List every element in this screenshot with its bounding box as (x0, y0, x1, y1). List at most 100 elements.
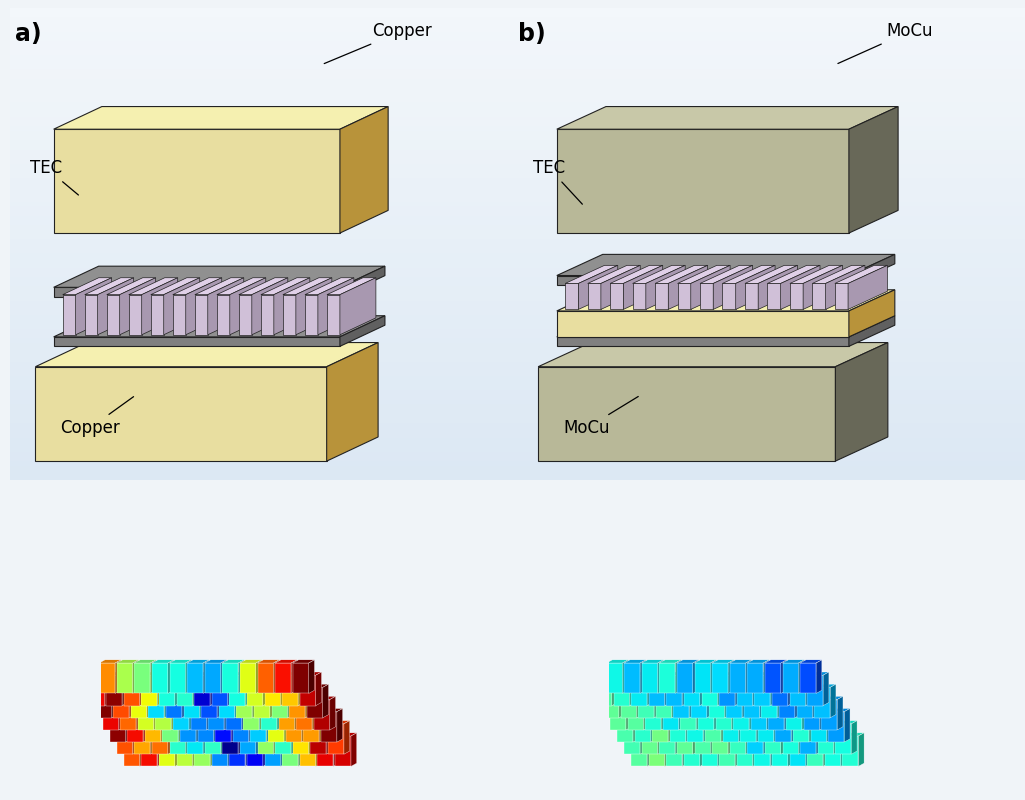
Polygon shape (279, 699, 294, 730)
Polygon shape (768, 283, 781, 310)
Polygon shape (261, 294, 274, 334)
Polygon shape (233, 709, 254, 712)
Polygon shape (228, 733, 234, 766)
Polygon shape (752, 733, 758, 766)
Polygon shape (754, 736, 771, 766)
Polygon shape (726, 687, 742, 718)
Polygon shape (751, 699, 767, 730)
Polygon shape (163, 712, 178, 742)
Polygon shape (274, 660, 279, 694)
Polygon shape (666, 736, 683, 766)
Polygon shape (189, 696, 195, 730)
Polygon shape (303, 709, 325, 712)
Polygon shape (596, 675, 612, 706)
Polygon shape (230, 736, 245, 766)
Polygon shape (269, 709, 290, 712)
Polygon shape (127, 712, 144, 742)
Polygon shape (695, 660, 716, 663)
Polygon shape (835, 342, 888, 461)
Polygon shape (102, 699, 119, 730)
Polygon shape (708, 687, 725, 718)
Polygon shape (175, 672, 180, 706)
Polygon shape (105, 672, 111, 706)
Polygon shape (53, 337, 340, 346)
Polygon shape (158, 733, 163, 766)
Polygon shape (730, 663, 746, 694)
Polygon shape (804, 699, 820, 730)
Polygon shape (299, 675, 316, 706)
Polygon shape (666, 672, 688, 675)
Polygon shape (124, 736, 139, 766)
Polygon shape (557, 311, 849, 337)
Polygon shape (252, 684, 258, 718)
Polygon shape (134, 721, 156, 724)
Polygon shape (668, 266, 707, 310)
Polygon shape (676, 724, 693, 754)
Polygon shape (705, 712, 721, 742)
Polygon shape (683, 672, 688, 706)
Polygon shape (720, 675, 735, 706)
Polygon shape (707, 684, 712, 718)
Polygon shape (145, 709, 167, 712)
Polygon shape (141, 675, 158, 706)
Polygon shape (789, 736, 806, 766)
Polygon shape (193, 733, 198, 766)
Polygon shape (107, 675, 122, 706)
Polygon shape (149, 684, 170, 687)
Polygon shape (95, 684, 118, 687)
Polygon shape (757, 709, 780, 712)
Polygon shape (749, 696, 755, 730)
Polygon shape (807, 733, 829, 736)
Text: Copper: Copper (324, 22, 432, 63)
Polygon shape (786, 699, 802, 730)
Polygon shape (666, 733, 688, 736)
Polygon shape (152, 663, 168, 694)
Text: TEC: TEC (31, 159, 79, 195)
Polygon shape (151, 294, 164, 334)
Polygon shape (296, 696, 318, 699)
Polygon shape (725, 684, 731, 718)
Polygon shape (730, 724, 746, 754)
Polygon shape (272, 687, 288, 718)
Polygon shape (235, 684, 241, 718)
Polygon shape (159, 675, 175, 706)
Polygon shape (737, 675, 752, 706)
Polygon shape (237, 687, 252, 718)
Polygon shape (129, 684, 135, 718)
Text: MoCu: MoCu (837, 22, 933, 63)
Polygon shape (737, 733, 758, 736)
Polygon shape (646, 266, 685, 310)
Polygon shape (261, 696, 283, 699)
Polygon shape (715, 696, 737, 699)
Polygon shape (751, 696, 773, 699)
Polygon shape (169, 724, 186, 754)
Polygon shape (53, 316, 385, 337)
Polygon shape (771, 672, 776, 706)
Polygon shape (242, 696, 248, 730)
Polygon shape (232, 709, 237, 742)
Polygon shape (659, 663, 675, 694)
Polygon shape (257, 660, 279, 663)
Polygon shape (188, 663, 203, 694)
Polygon shape (701, 675, 717, 706)
Polygon shape (321, 712, 337, 742)
Polygon shape (557, 254, 895, 275)
Polygon shape (151, 278, 200, 294)
Polygon shape (264, 672, 286, 675)
Polygon shape (691, 266, 730, 310)
Polygon shape (259, 696, 265, 730)
Polygon shape (721, 709, 727, 742)
Polygon shape (665, 672, 670, 706)
Polygon shape (257, 721, 279, 724)
Polygon shape (309, 721, 315, 754)
Polygon shape (311, 721, 332, 724)
Polygon shape (166, 687, 182, 718)
Polygon shape (701, 733, 724, 736)
Polygon shape (168, 660, 173, 694)
Polygon shape (848, 266, 888, 310)
Polygon shape (776, 712, 791, 742)
Polygon shape (649, 675, 665, 706)
Polygon shape (102, 696, 124, 699)
Polygon shape (35, 342, 378, 366)
Polygon shape (217, 684, 223, 718)
